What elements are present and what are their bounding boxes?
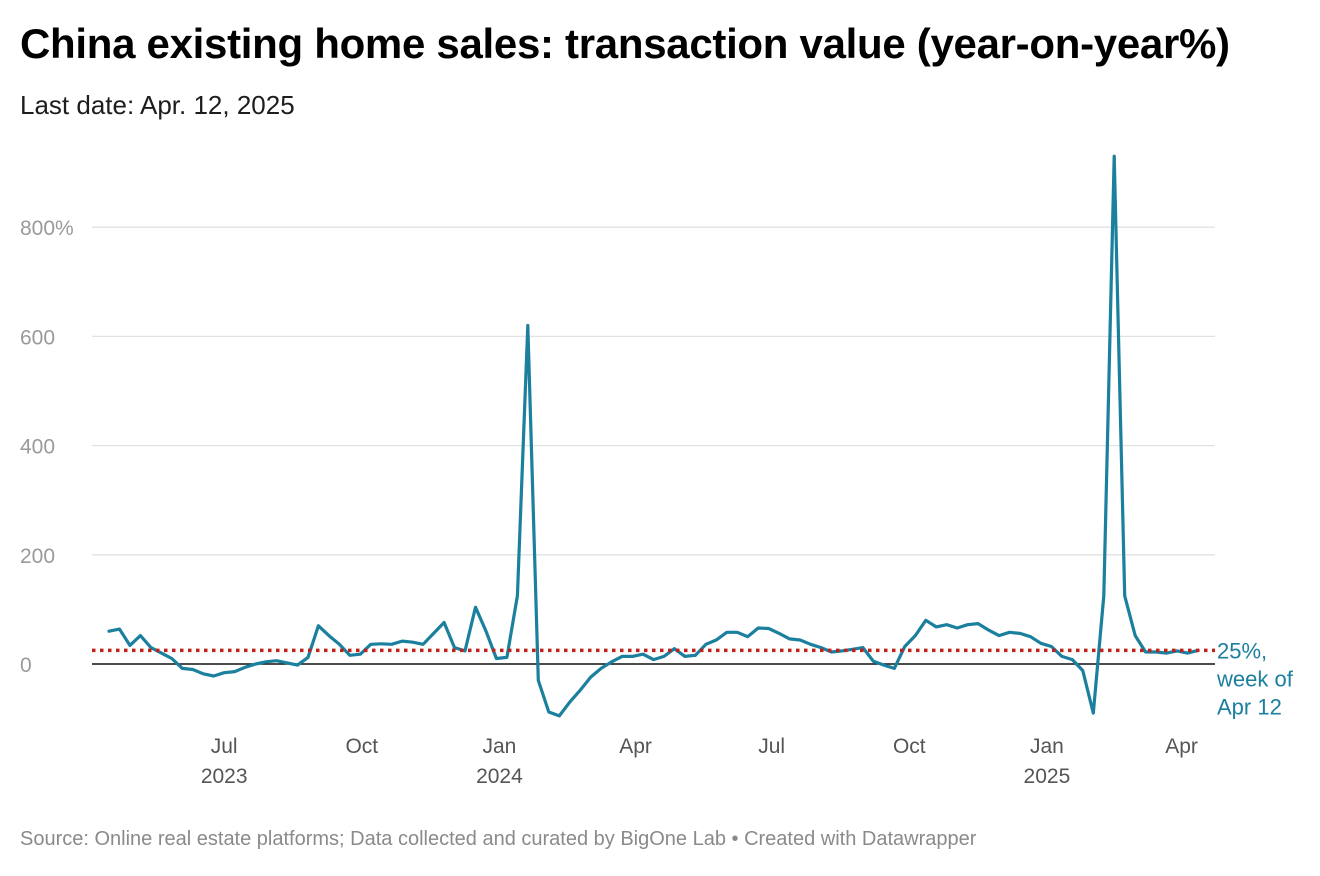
x-tick-year-label: 2025 [1024, 765, 1071, 788]
series-line [107, 154, 1200, 718]
x-tick-year-label: 2024 [476, 765, 523, 788]
x-tick-label: Jan [482, 735, 516, 758]
annotation-label: week of [1216, 666, 1294, 691]
y-tick-label: 800% [20, 217, 74, 240]
chart-title: China existing home sales: transaction v… [20, 20, 1230, 67]
x-tick-label: Oct [345, 735, 378, 758]
x-tick-label: Jul [211, 735, 238, 758]
x-tick-label: Oct [893, 735, 926, 758]
y-tick-label: 0 [20, 654, 32, 677]
annotation-label: 25%, [1217, 638, 1267, 663]
x-tick-label: Apr [1165, 735, 1198, 758]
x-tick-label: Apr [619, 735, 652, 758]
x-tick-year-label: 2023 [201, 765, 248, 788]
y-tick-label: 600 [20, 326, 55, 349]
x-tick-label: Jul [758, 735, 785, 758]
y-tick-label: 400 [20, 436, 55, 459]
x-tick-label: Jan [1030, 735, 1064, 758]
annotation-label: Apr 12 [1217, 694, 1282, 719]
source-note: Source: Online real estate platforms; Da… [20, 828, 977, 850]
y-tick-label: 200 [20, 545, 55, 568]
chart-subtitle: Last date: Apr. 12, 2025 [20, 90, 295, 120]
